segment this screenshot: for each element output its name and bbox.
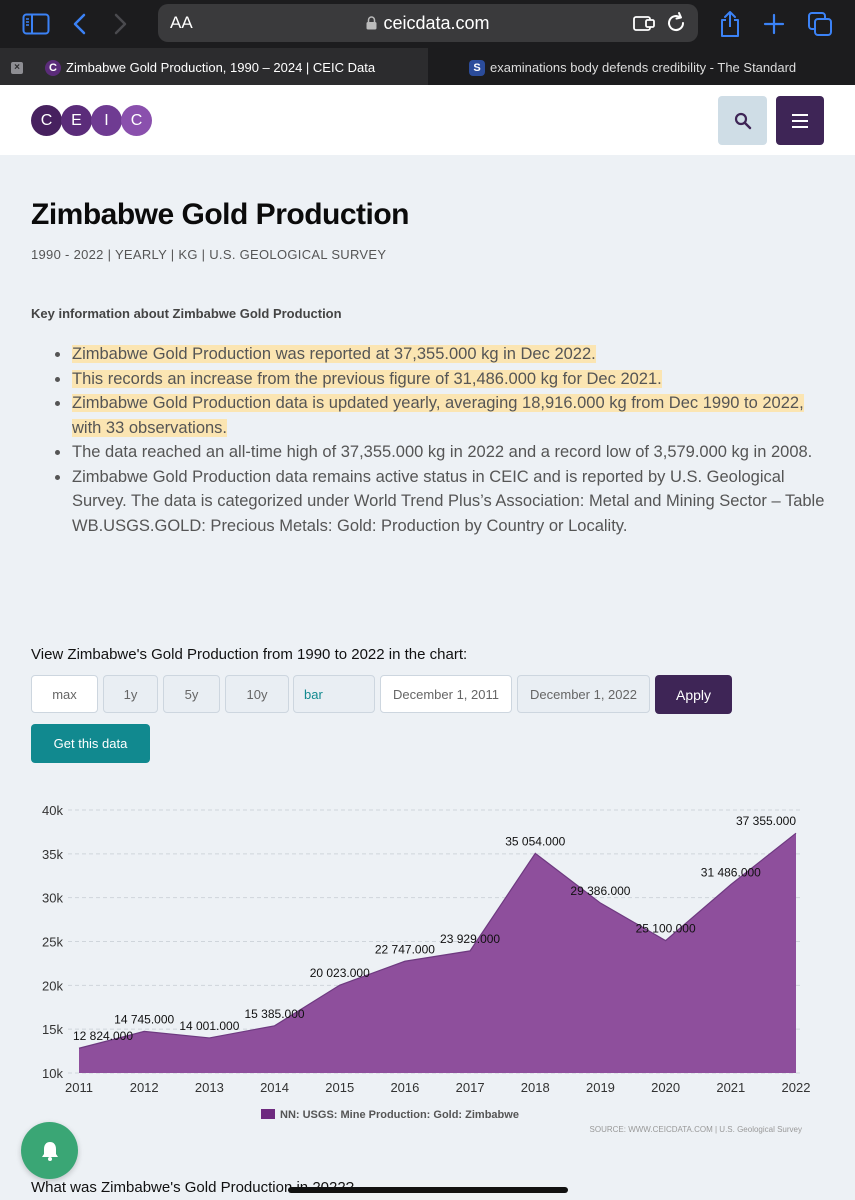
reload-icon[interactable]	[665, 11, 687, 40]
apply-button[interactable]: Apply	[655, 675, 732, 714]
data-label: 14 745.000	[114, 1012, 174, 1026]
start-date-input[interactable]: December 1, 2011	[380, 675, 512, 713]
tab-ceic[interactable]: × C Zimbabwe Gold Production, 1990 – 202…	[0, 48, 428, 85]
x-tick-label: 2021	[716, 1080, 745, 1095]
new-tab-icon[interactable]	[758, 8, 790, 40]
tab-bar: × C Zimbabwe Gold Production, 1990 – 202…	[0, 48, 855, 85]
data-label: 20 023.000	[310, 966, 370, 980]
tabs-overview-icon[interactable]	[804, 8, 836, 40]
y-tick-label: 10k	[42, 1066, 63, 1081]
logo-letter: I	[91, 105, 122, 136]
extensions-icon[interactable]	[632, 12, 656, 39]
ceic-favicon-icon: C	[45, 60, 61, 76]
logo-letter: C	[121, 105, 152, 136]
lock-icon	[366, 14, 377, 35]
logo-letter: E	[61, 105, 92, 136]
sidebar-icon[interactable]	[20, 8, 52, 40]
x-tick-label: 2012	[130, 1080, 159, 1095]
y-tick-label: 20k	[42, 978, 63, 993]
x-tick-label: 2016	[390, 1080, 419, 1095]
menu-button[interactable]	[776, 96, 824, 145]
x-tick-label: 2015	[325, 1080, 354, 1095]
ceic-logo[interactable]: C E I C	[31, 105, 152, 136]
share-icon[interactable]	[714, 8, 746, 40]
home-indicator	[288, 1187, 568, 1193]
series-line	[78, 832, 797, 1049]
site-header: C E I C	[0, 85, 855, 155]
chart-type-select[interactable]: bar	[293, 675, 375, 713]
y-tick-label: 40k	[42, 803, 63, 818]
page-title: Zimbabwe Gold Production	[31, 198, 410, 231]
forward-icon[interactable]	[104, 8, 136, 40]
data-label: 31 486.000	[701, 866, 761, 880]
x-tick-label: 2019	[586, 1080, 615, 1095]
key-info-heading: Key information about Zimbabwe Gold Prod…	[31, 306, 342, 321]
data-label: 15 385.000	[245, 1007, 305, 1021]
legend-label[interactable]: NN: USGS: Mine Production: Gold: Zimbabw…	[280, 1109, 519, 1121]
x-tick-label: 2014	[260, 1080, 289, 1095]
standard-favicon-icon: S	[469, 60, 485, 76]
x-tick-label: 2020	[651, 1080, 680, 1095]
close-tab-icon[interactable]: ×	[11, 62, 23, 74]
legend-swatch[interactable]	[261, 1109, 275, 1119]
data-label: 29 386.000	[570, 884, 630, 898]
x-tick-label: 2013	[195, 1080, 224, 1095]
range-max-button[interactable]: max	[31, 675, 98, 713]
data-label: 14 001.000	[179, 1019, 239, 1033]
data-label: 37 355.000	[736, 814, 796, 828]
x-tick-label: 2017	[456, 1080, 485, 1095]
range-5y-button[interactable]: 5y	[163, 675, 220, 713]
y-tick-label: 30k	[42, 891, 63, 906]
series-area	[79, 833, 796, 1073]
data-label: 12 824.000	[73, 1029, 133, 1043]
notification-button[interactable]	[21, 1122, 78, 1179]
range-10y-button[interactable]: 10y	[225, 675, 289, 713]
y-tick-label: 15k	[42, 1022, 63, 1037]
hamburger-icon	[792, 113, 808, 128]
search-icon	[734, 112, 751, 129]
back-icon[interactable]	[64, 8, 96, 40]
search-button[interactable]	[718, 96, 767, 145]
logo-letter: C	[31, 105, 62, 136]
chart-source: SOURCE: WWW.CEICDATA.COM | U.S. Geologic…	[590, 1125, 802, 1134]
list-item: Zimbabwe Gold Production data is updated…	[55, 391, 825, 440]
list-item: This records an increase from the previo…	[55, 367, 825, 392]
y-tick-label: 35k	[42, 847, 63, 862]
get-data-button[interactable]: Get this data	[31, 724, 150, 763]
text-size-button[interactable]: AA	[170, 13, 193, 32]
tab-title: Zimbabwe Gold Production, 1990 – 2024 | …	[66, 60, 376, 75]
url-text: ceicdata.com	[383, 13, 490, 33]
browser-toolbar: AA ceicdata.com	[0, 0, 855, 48]
x-tick-label: 2022	[782, 1080, 811, 1095]
data-label: 35 054.000	[505, 834, 565, 848]
tab-standard[interactable]: S examinations body defends credibility …	[428, 48, 855, 85]
range-1y-button[interactable]: 1y	[103, 675, 158, 713]
address-bar[interactable]: AA ceicdata.com	[158, 4, 698, 42]
list-item: The data reached an all-time high of 37,…	[55, 440, 825, 465]
gold-production-chart: 10k 15k 20k 25k 30k 35k 40k 2011 2012 2013 2014 20…	[42, 803, 811, 1134]
y-tick-label: 25k	[42, 935, 63, 950]
page-meta: 1990 - 2022 | YEARLY | KG | U.S. GEOLOGI…	[31, 247, 387, 262]
end-date-input[interactable]: December 1, 2022	[517, 675, 650, 713]
key-info-list: Zimbabwe Gold Production was reported at…	[55, 342, 825, 538]
data-label: 25 100.000	[636, 922, 696, 936]
x-tick-label: 2011	[65, 1080, 93, 1095]
chart-view-label: View Zimbabwe's Gold Production from 199…	[31, 646, 468, 663]
list-item: Zimbabwe Gold Production was reported at…	[55, 342, 825, 367]
list-item: Zimbabwe Gold Production data remains ac…	[55, 465, 825, 539]
faq-question: What was Zimbabwe's Gold Production in 2…	[31, 1179, 355, 1196]
tab-title: examinations body defends credibility - …	[490, 60, 797, 75]
x-tick-label: 2018	[521, 1080, 550, 1095]
data-label: 22 747.000	[375, 942, 435, 956]
bell-icon	[41, 1141, 58, 1161]
data-label: 23 929.000	[440, 932, 500, 946]
